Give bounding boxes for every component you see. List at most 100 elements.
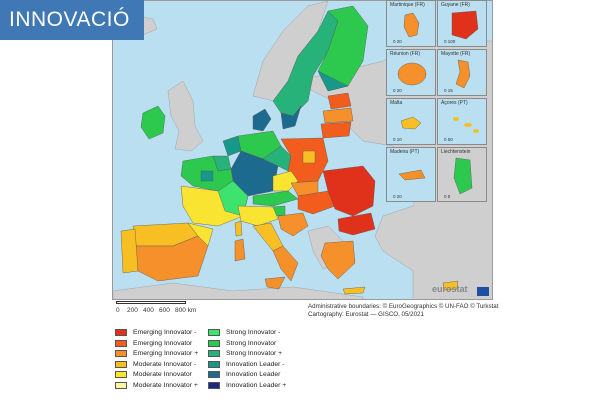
eu-flag-icon bbox=[477, 287, 489, 296]
inset-scale: 0 100 bbox=[444, 39, 456, 44]
region-italy-center bbox=[252, 222, 284, 252]
legend-item: Innovation Leader + bbox=[208, 381, 286, 390]
inset-guyane: Guyane (FR) 0 100 bbox=[437, 0, 487, 47]
region-lithuania bbox=[320, 121, 352, 139]
region-greece bbox=[320, 240, 356, 280]
legend-swatch bbox=[115, 381, 127, 389]
legend-swatch bbox=[208, 371, 220, 378]
region-latvia bbox=[322, 107, 354, 124]
legend-swatch bbox=[208, 339, 220, 347]
credits-line-1: Administrative boundaries: © EuroGeograp… bbox=[308, 303, 499, 310]
legend-swatch bbox=[115, 360, 127, 368]
scale-bar-line bbox=[116, 301, 186, 304]
eurostat-logo: eurostat bbox=[432, 284, 468, 294]
inset-martinique-shape bbox=[403, 12, 420, 38]
region-bulgaria bbox=[337, 212, 376, 236]
inset-madeira: Madeira (PT) 0 20 bbox=[386, 147, 436, 202]
legend-label: Strong Innovator + bbox=[226, 350, 283, 357]
inset-label: Açores (PT) bbox=[441, 100, 468, 106]
inset-acores-shape bbox=[453, 117, 479, 133]
region-croatia bbox=[277, 212, 309, 237]
region-crete bbox=[342, 286, 366, 295]
region-italy-south bbox=[272, 245, 299, 282]
region-sicily bbox=[264, 276, 286, 290]
region-hungary bbox=[297, 190, 336, 215]
category-badge: INNOVACIÓ bbox=[0, 0, 144, 40]
scale-tick: 800 km bbox=[175, 307, 197, 314]
inset-label: Réunion (FR) bbox=[390, 51, 421, 57]
legend-swatch bbox=[115, 350, 127, 357]
scale-tick: 0 bbox=[116, 307, 120, 314]
inset-label: Malta bbox=[390, 100, 403, 106]
region-corsica bbox=[234, 220, 243, 237]
region-sardinia bbox=[234, 238, 246, 262]
legend-label: Emerging Innovator + bbox=[133, 350, 199, 357]
scale-bar: 0 200 400 600 800 km bbox=[116, 301, 296, 317]
inset-liechtenstein: Liechtenstein 0 5 bbox=[437, 147, 487, 202]
legend-item: Moderate Innovator bbox=[115, 370, 192, 379]
region-non-eu-uk bbox=[167, 80, 204, 152]
inset-scale: 0 5 bbox=[444, 194, 451, 199]
inset-scale: 0 20 bbox=[393, 39, 402, 44]
legend-label: Emerging Innovator - bbox=[133, 329, 197, 336]
map-legend: Emerging Innovator - Emerging Innovator … bbox=[115, 328, 415, 392]
legend-item: Strong Innovator bbox=[208, 339, 276, 348]
legend-swatch bbox=[115, 371, 127, 378]
region-france-paris bbox=[200, 170, 214, 182]
region-non-eu-africa bbox=[113, 282, 364, 299]
legend-label: Innovation Leader - bbox=[226, 360, 285, 368]
inset-label: Guyane (FR) bbox=[441, 2, 470, 8]
region-denmark bbox=[252, 108, 272, 132]
inset-label: Madeira (PT) bbox=[390, 149, 420, 155]
legend-swatch bbox=[208, 350, 220, 357]
inset-acores: Açores (PT) 0 50 bbox=[437, 98, 487, 145]
map-credits: Administrative boundaries: © EuroGeograp… bbox=[308, 303, 498, 319]
legend-item: Innovation Leader - bbox=[208, 360, 285, 369]
legend-item: Emerging Innovator - bbox=[115, 328, 196, 337]
legend-label: Strong Innovator - bbox=[226, 329, 281, 336]
legend-item: Moderate Innovator + bbox=[115, 381, 198, 390]
inset-scale: 0 10 bbox=[393, 137, 402, 142]
legend-label: Moderate Innovator - bbox=[133, 360, 197, 368]
legend-item: Strong Innovator - bbox=[208, 328, 280, 337]
inset-malta-shape bbox=[400, 116, 422, 130]
region-romania bbox=[322, 165, 376, 217]
inset-liechtenstein-shape bbox=[453, 157, 473, 195]
inset-mayotte-shape bbox=[455, 59, 471, 89]
inset-guyane-shape bbox=[451, 10, 479, 40]
legend-item: Emerging Innovator bbox=[115, 339, 192, 348]
category-badge-label: INNOVACIÓ bbox=[9, 8, 130, 31]
scale-tick: 400 bbox=[143, 307, 154, 314]
inset-madeira-shape bbox=[398, 169, 426, 181]
region-portugal bbox=[120, 228, 139, 274]
legend-label: Moderate Innovator + bbox=[133, 381, 198, 389]
legend-label: Innovation Leader bbox=[226, 371, 281, 378]
region-poland-warsaw bbox=[302, 150, 316, 164]
region-ireland bbox=[140, 105, 166, 140]
legend-label: Moderate Innovator bbox=[133, 371, 192, 378]
inset-label: Liechtenstein bbox=[441, 149, 471, 155]
legend-item: Moderate Innovator - bbox=[115, 360, 196, 369]
legend-swatch bbox=[115, 329, 127, 336]
inset-malta: Malta 0 10 bbox=[386, 98, 436, 145]
legend-item: Innovation Leader bbox=[208, 370, 280, 379]
scale-tick: 600 bbox=[159, 307, 170, 314]
region-netherlands bbox=[222, 135, 242, 157]
legend-swatch bbox=[208, 381, 220, 389]
europe-map-svg bbox=[113, 1, 492, 299]
legend-label: Emerging Innovator bbox=[133, 339, 193, 347]
inset-reunion-shape bbox=[397, 62, 427, 86]
credits-line-2: Cartography: Eurostat — GISCO, 05/2021 bbox=[308, 311, 424, 318]
legend-swatch bbox=[115, 339, 127, 347]
inset-label: Mayotte (FR) bbox=[441, 51, 471, 57]
region-sweden-south bbox=[280, 105, 302, 130]
legend-item: Emerging Innovator + bbox=[115, 349, 198, 358]
legend-label: Innovation Leader + bbox=[226, 381, 287, 389]
inset-scale: 0 15 bbox=[444, 88, 453, 93]
legend-label: Strong Innovator bbox=[226, 339, 277, 347]
inset-scale: 0 50 bbox=[444, 137, 453, 142]
inset-reunion: Réunion (FR) 0 20 bbox=[386, 49, 436, 96]
inset-scale: 0 20 bbox=[393, 88, 402, 93]
region-austria bbox=[252, 190, 299, 207]
legend-item: Strong Innovator + bbox=[208, 349, 282, 358]
